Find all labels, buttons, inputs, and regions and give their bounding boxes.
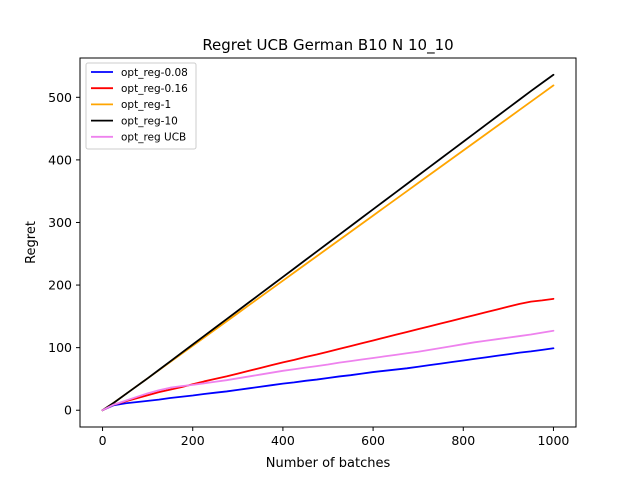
series-line-0 bbox=[101, 347, 555, 412]
series-line-1 bbox=[101, 297, 555, 412]
y-tick-label: 100 bbox=[48, 340, 72, 355]
x-tick-label: 600 bbox=[361, 433, 385, 448]
y-tick-label: 500 bbox=[48, 90, 72, 105]
y-axis-ticks: 0 100 200 300 400 500 bbox=[48, 90, 80, 418]
x-tick-label: 1000 bbox=[538, 433, 570, 448]
x-axis-label: Number of batches bbox=[266, 456, 391, 471]
legend-items: opt_reg-0.08 opt_reg-0.16 opt_reg-1 opt_reg… bbox=[91, 67, 188, 144]
series-line-4 bbox=[101, 329, 555, 412]
y-axis-label: Regret bbox=[24, 221, 39, 264]
x-tick-label: 200 bbox=[181, 433, 205, 448]
y-tick-label: 300 bbox=[48, 215, 72, 230]
series-line-3 bbox=[101, 73, 555, 412]
legend-label: opt_reg UCB bbox=[121, 132, 186, 144]
legend-label: opt_reg-1 bbox=[121, 99, 171, 111]
series-lines bbox=[101, 73, 555, 412]
x-tick-label: 800 bbox=[451, 433, 475, 448]
legend-label: opt_reg-0.16 bbox=[121, 83, 188, 95]
y-tick-label: 0 bbox=[64, 403, 72, 418]
legend-label: opt_reg-10 bbox=[121, 115, 178, 127]
chart-title: Regret UCB German B10 N 10_10 bbox=[202, 36, 453, 55]
x-tick-label: 0 bbox=[99, 433, 107, 448]
legend-box bbox=[85, 62, 197, 150]
y-tick-label: 200 bbox=[48, 278, 72, 293]
legend-label: opt_reg-0.08 bbox=[121, 67, 188, 79]
y-tick-label: 400 bbox=[48, 152, 72, 167]
legend: opt_reg-0.08 opt_reg-0.16 opt_reg-1 opt_reg… bbox=[85, 62, 197, 150]
x-axis-ticks: 0 200 400 600 800 1000 bbox=[99, 427, 570, 448]
plot-frame bbox=[79, 57, 577, 428]
x-tick-label: 400 bbox=[271, 433, 295, 448]
